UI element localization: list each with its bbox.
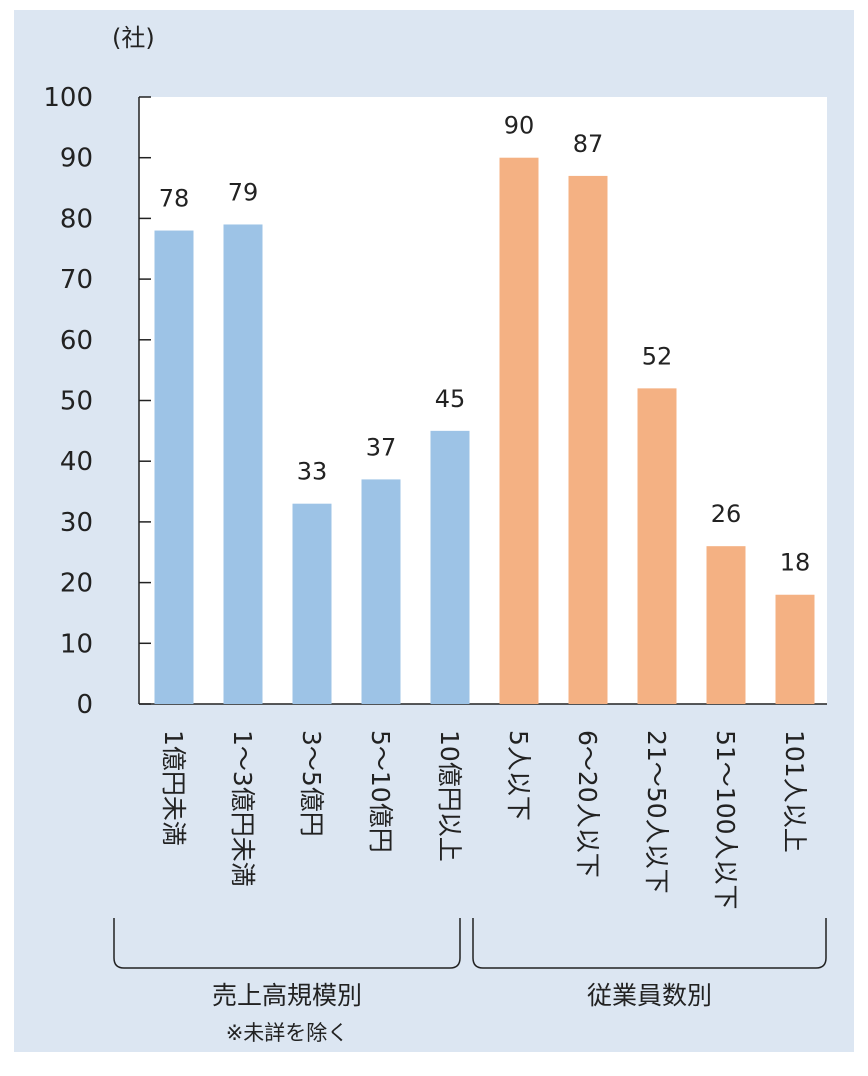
category-label: 6～20人以下: [573, 730, 602, 878]
value-label: 33: [297, 458, 328, 486]
group-name: 売上高規模別: [212, 981, 362, 1010]
category-label: 10億円以上: [435, 730, 464, 862]
category-labels: 1億円未満 1～3億円未満 3～5億円 5～10億円 10億円以上 5人以下 6～20人以下…: [159, 730, 809, 910]
bar: [568, 175, 608, 704]
bar: [361, 479, 401, 704]
value-label: 37: [366, 433, 397, 461]
value-label: 18: [780, 549, 811, 577]
value-label: 90: [504, 112, 535, 140]
bar: [223, 224, 263, 704]
value-label: 78: [159, 185, 190, 213]
category-label: 1～3億円未満: [228, 730, 257, 887]
value-label: 87: [573, 130, 604, 158]
bar: [154, 230, 194, 705]
y-tick-label: 30: [60, 508, 93, 538]
bar: [292, 503, 332, 704]
bar: [637, 388, 677, 704]
value-label: 26: [711, 500, 742, 528]
value-label: 52: [642, 342, 673, 370]
y-axis-unit-label: (社): [112, 24, 155, 52]
group-bracket: [113, 918, 461, 969]
category-label: 5人以下: [504, 730, 533, 821]
group-name: 従業員数別: [587, 981, 712, 1010]
category-label: 51～100人以下: [711, 730, 740, 910]
value-label: 45: [435, 385, 466, 413]
bars: [154, 157, 815, 705]
value-label: 79: [228, 178, 259, 206]
bar: [706, 546, 746, 704]
y-tick-label: 40: [60, 447, 93, 477]
y-tick-label: 50: [60, 387, 93, 417]
y-tick-label: 100: [43, 83, 93, 113]
y-tick-label: 90: [60, 144, 93, 174]
y-tick-label: 80: [60, 204, 93, 234]
bar: [499, 157, 539, 704]
category-label: 1億円未満: [159, 730, 188, 846]
y-tick-label: 10: [60, 629, 93, 659]
y-tick-label: 20: [60, 569, 93, 599]
bar: [775, 594, 815, 704]
category-label: 101人以上: [780, 730, 809, 853]
value-labels: 78 79 33 37 45 90 87 52 26 18: [159, 112, 811, 577]
group-brackets: 売上高規模別 ※未詳を除く 従業員数別: [113, 918, 827, 1045]
bar: [430, 430, 470, 704]
y-axis: 0 10 20 30 40 50 60 70 80 90 100: [43, 83, 827, 720]
group-bracket: [472, 918, 827, 969]
y-tick-label: 70: [60, 265, 93, 295]
y-tick-label: 0: [76, 690, 93, 720]
y-tick-label: 60: [60, 326, 93, 356]
category-label: 21～50人以下: [642, 730, 671, 894]
group-note: ※未詳を除く: [226, 1021, 349, 1045]
category-label: 3～5億円: [297, 730, 326, 837]
category-label: 5～10億円: [366, 730, 395, 853]
